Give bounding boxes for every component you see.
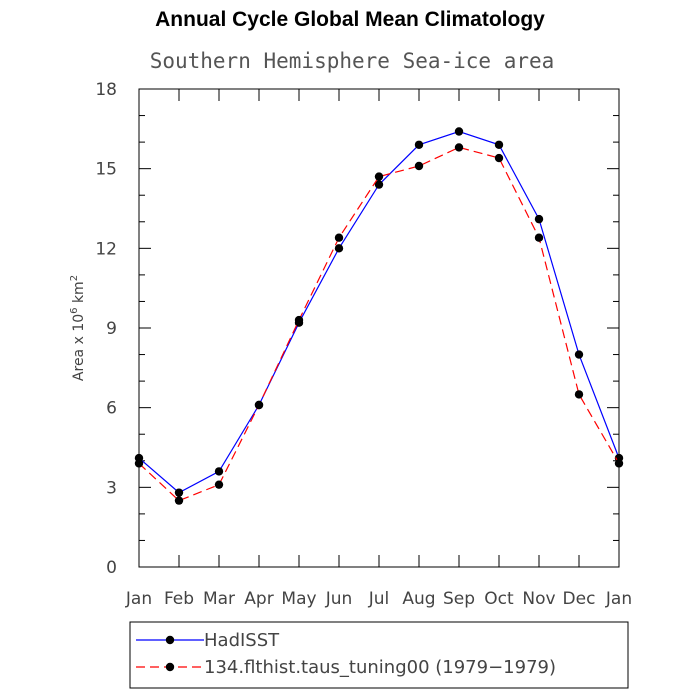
x-tick-label: Dec: [563, 589, 596, 609]
data-point: [534, 214, 544, 224]
data-point: [334, 233, 344, 242]
data-point: [454, 143, 464, 152]
data-point: [574, 390, 584, 399]
y-tick-label: 12: [95, 239, 117, 259]
data-point: [494, 153, 504, 163]
legend-marker: [165, 635, 175, 645]
y-label-sup2: 2: [69, 275, 80, 281]
data-point: [454, 127, 464, 136]
legend-marker: [165, 662, 175, 672]
data-point: [334, 244, 344, 253]
x-tick-label: Jan: [125, 589, 152, 609]
data-point: [374, 180, 384, 189]
x-tick-label: Apr: [244, 589, 273, 609]
series-line-2: [138, 146, 620, 502]
y-tick-label: 0: [106, 558, 117, 578]
x-tick-label: Nov: [522, 589, 555, 609]
chart-title: Annual Cycle Global Mean Climatology: [155, 8, 545, 31]
y-tick-label: 9: [106, 319, 117, 339]
data-point: [414, 161, 424, 171]
legend-box: [129, 621, 629, 689]
y-tick-label: 6: [106, 399, 117, 419]
data-point: [214, 480, 224, 489]
data-point: [374, 172, 384, 181]
x-tick-label: Jun: [325, 589, 353, 609]
legend-label: HadISST: [204, 630, 280, 651]
y-tick-label: 3: [106, 478, 117, 498]
x-tick-label: Mar: [203, 589, 235, 609]
data-point: [174, 496, 184, 505]
x-tick-label: Jan: [605, 589, 632, 609]
plot-frame: [138, 88, 620, 568]
y-axis-label: Area x 106 km2: [69, 275, 87, 381]
data-point: [214, 467, 224, 476]
legend-label: 134.flthist.taus_tuning00 (1979−1979): [204, 657, 556, 678]
x-tick-label: May: [281, 589, 316, 609]
data-point: [414, 140, 424, 149]
data-point: [494, 140, 504, 149]
data-point: [534, 233, 544, 242]
x-tick-label: Feb: [164, 589, 194, 609]
data-point: [294, 315, 304, 325]
svg-text:Area x 106 km2: Area x 106 km2: [69, 275, 87, 381]
y-label-sup1: 6: [69, 307, 80, 313]
chart-subtitle: Southern Hemisphere Sea-ice area: [150, 49, 555, 73]
data-point: [574, 350, 584, 359]
data-point: [254, 400, 264, 410]
data-point: [174, 488, 184, 497]
y-tick-label: 15: [95, 160, 117, 180]
y-label-text: Area x 10: [71, 314, 87, 381]
x-tick-label: Aug: [402, 589, 435, 609]
x-tick-label: Oct: [484, 589, 514, 609]
x-tick-label: Jul: [368, 589, 390, 609]
y-label-mid: km: [71, 281, 87, 307]
y-tick-label: 18: [95, 80, 117, 100]
legend: HadISST 134.flthist.taus_tuning00 (1979−1…: [129, 621, 629, 689]
x-tick-label: Sep: [443, 589, 475, 609]
